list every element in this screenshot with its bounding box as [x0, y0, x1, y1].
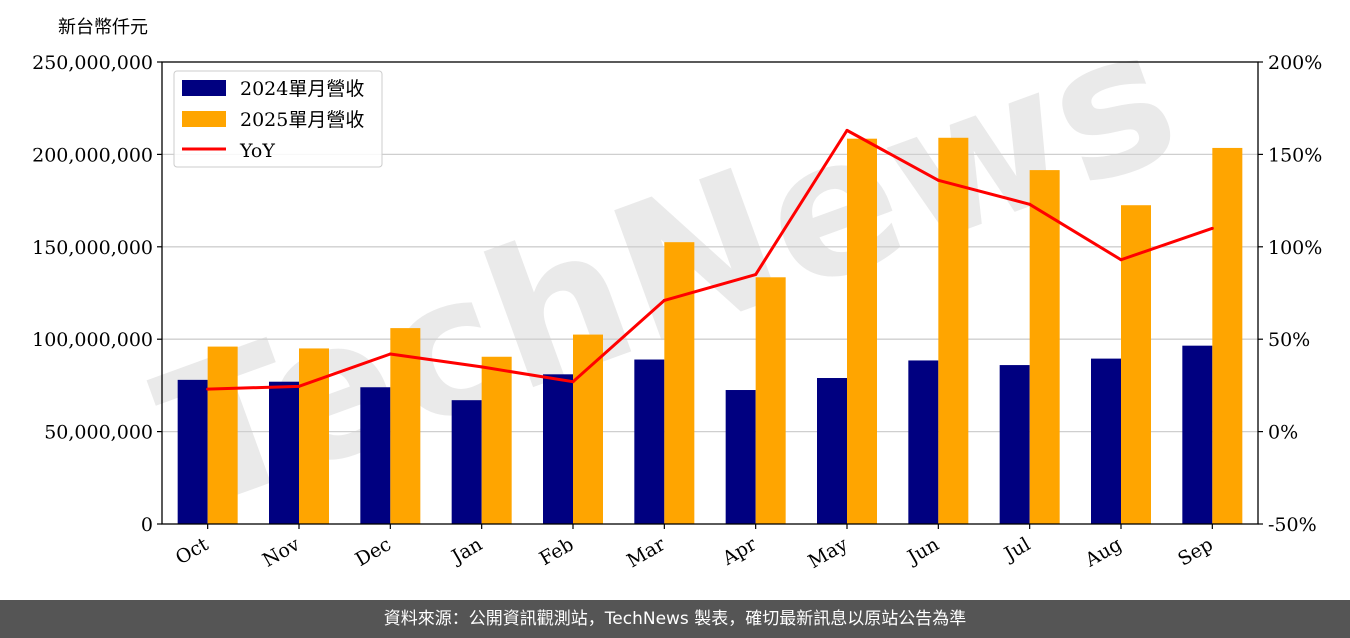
yoy-point-apr: [754, 273, 757, 276]
x-tick-label-apr: Apr: [718, 533, 761, 570]
y-left-tick-label: 0: [141, 514, 153, 536]
y-right-tick-label: 50%: [1268, 329, 1310, 351]
y-right-tick-label: 100%: [1268, 237, 1322, 259]
bar-2024-may: [817, 378, 847, 524]
x-tick-label-feb: Feb: [536, 533, 578, 570]
source-footer: 資料來源：公開資訊觀測站，TechNews 製表，確切最新訊息以原站公告為準: [0, 600, 1350, 638]
x-tick-label-jul: Jul: [999, 533, 1034, 566]
legend-label-2024: 2024單月營收: [240, 78, 364, 100]
y-left-tick-label: 100,000,000: [32, 329, 153, 351]
yoy-point-aug: [1120, 258, 1123, 261]
x-tick-label-sep: Sep: [1174, 533, 1217, 570]
bar-2024-jul: [1000, 365, 1030, 524]
bar-2025-jun: [938, 138, 968, 524]
legend-label-2025: 2025單月營收: [240, 109, 364, 131]
bar-2024-feb: [543, 374, 573, 524]
bar-2025-may: [847, 139, 877, 524]
yoy-point-nov: [298, 385, 301, 388]
yoy-point-jun: [937, 179, 940, 182]
y-right-tick-label: 200%: [1268, 52, 1322, 74]
x-tick-label-nov: Nov: [259, 533, 304, 572]
revenue-chart: TechNews 050,000,000100,000,000150,000,0…: [0, 0, 1350, 600]
bar-2024-apr: [726, 390, 756, 524]
y-left-axis-label: 新台幣仟元: [58, 17, 148, 38]
y-right-tick-label: -50%: [1268, 514, 1317, 536]
x-tick-label-jan: Jan: [446, 533, 486, 569]
bar-2024-jan: [452, 400, 482, 524]
bar-2024-aug: [1091, 359, 1121, 524]
yoy-point-jul: [1028, 203, 1031, 206]
bar-2024-sep: [1182, 346, 1212, 524]
bar-2024-oct: [178, 380, 208, 524]
y-left-tick-label: 200,000,000: [32, 144, 153, 166]
bar-2025-nov: [299, 348, 329, 524]
bar-2024-mar: [634, 360, 664, 524]
bar-2025-sep: [1212, 148, 1242, 524]
yoy-point-jan: [480, 365, 483, 368]
x-tick-label-dec: Dec: [352, 533, 395, 571]
x-tick-label-mar: Mar: [623, 533, 669, 572]
x-tick-label-aug: Aug: [1081, 533, 1126, 572]
y-left-tick-label: 50,000,000: [44, 422, 153, 444]
legend: 2024單月營收 2025單月營收 YoY: [174, 71, 382, 167]
yoy-point-feb: [572, 380, 575, 383]
yoy-point-may: [846, 129, 849, 132]
bar-2024-nov: [269, 382, 299, 524]
y-left-tick-label: 250,000,000: [32, 52, 153, 74]
x-tick-label-may: May: [805, 533, 852, 573]
yoy-point-oct: [206, 388, 209, 391]
yoy-point-sep: [1211, 227, 1214, 230]
legend-swatch-2024: [182, 80, 226, 96]
yoy-point-dec: [389, 352, 392, 355]
bar-2025-oct: [208, 347, 238, 524]
y-right-tick-label: 0%: [1268, 422, 1298, 444]
bar-2025-mar: [664, 242, 694, 524]
bar-2025-apr: [756, 277, 786, 524]
y-left-tick-label: 150,000,000: [32, 237, 153, 259]
bar-2024-jun: [908, 360, 938, 524]
legend-swatch-2025: [182, 111, 226, 127]
y-right-tick-label: 150%: [1268, 144, 1322, 166]
bar-2025-jul: [1030, 170, 1060, 524]
yoy-point-mar: [663, 299, 666, 302]
bar-2024-dec: [360, 387, 390, 524]
x-tick-label-jun: Jun: [902, 533, 943, 569]
bar-2025-jan: [482, 357, 512, 524]
bar-2025-feb: [573, 335, 603, 524]
legend-label-yoy: YoY: [239, 140, 275, 162]
